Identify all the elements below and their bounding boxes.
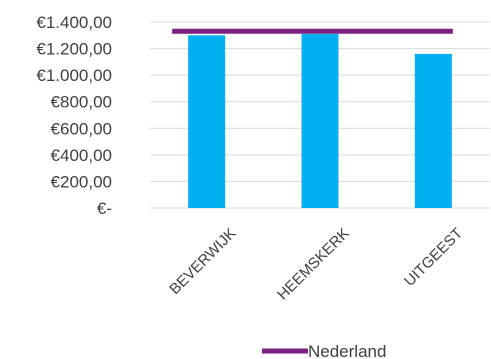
x-category-label: HEEMSKERK [274, 225, 353, 304]
bar [188, 35, 226, 209]
y-tick-label: €200,00 [51, 172, 112, 191]
y-tick-label: €1.200,00 [36, 40, 112, 59]
bar [301, 33, 339, 209]
x-category-label: BEVERWIJK [166, 225, 239, 298]
y-tick-label: €400,00 [51, 146, 112, 165]
y-tick-label: €1.000,00 [36, 66, 112, 85]
y-tick-label: €- [97, 199, 112, 218]
legend-label: Nederland [308, 342, 386, 359]
y-tick-label: €600,00 [51, 119, 112, 138]
bar [414, 53, 452, 209]
y-tick-label: €800,00 [51, 93, 112, 112]
x-category-label: UITGEEST [401, 225, 466, 290]
y-tick-label: €1.400,00 [36, 13, 112, 32]
